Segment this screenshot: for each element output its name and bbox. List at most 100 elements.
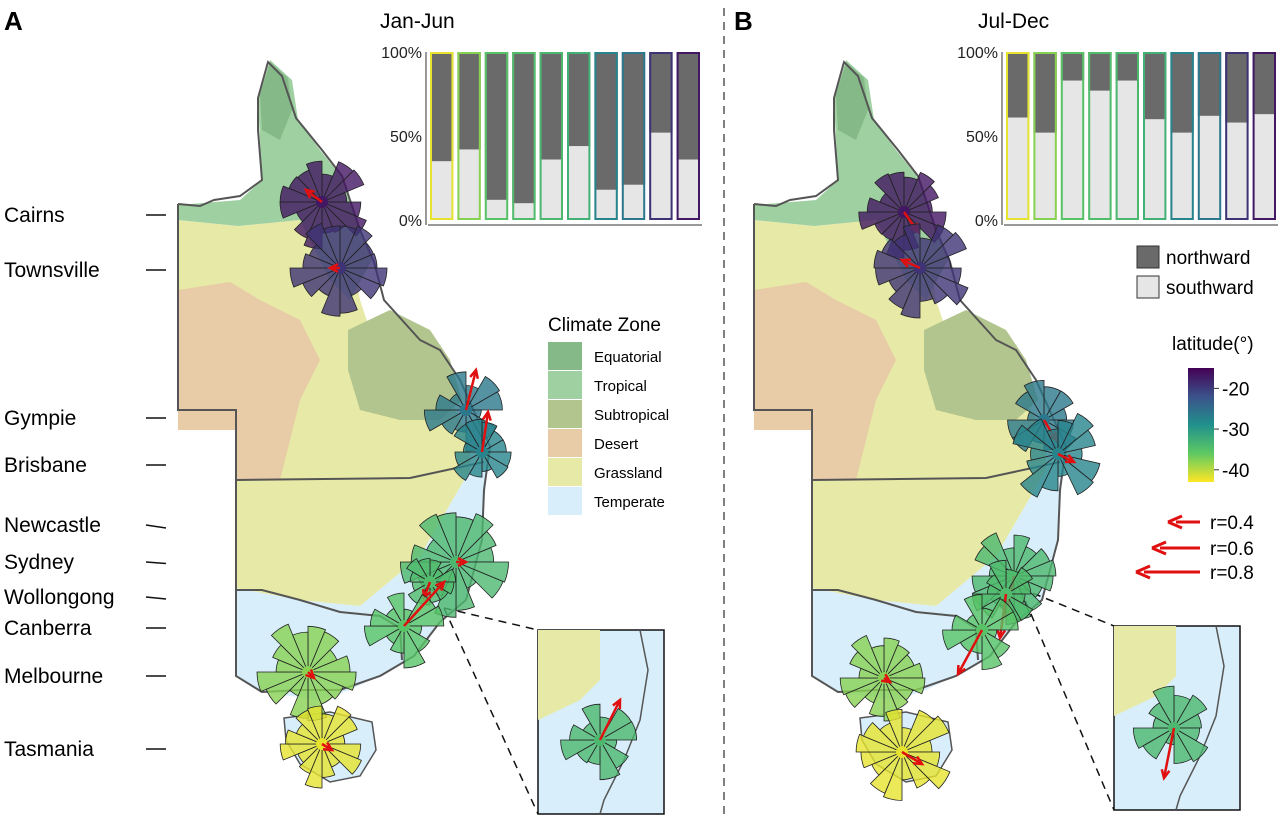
city-leader-line <box>145 596 167 600</box>
rose-arrow-head <box>469 367 480 380</box>
rose-petal <box>464 375 501 412</box>
bar-y-tick-label: 50% <box>390 129 422 146</box>
rose-arrow-head <box>996 629 1007 641</box>
rose-petal <box>888 171 905 213</box>
bar-southward <box>1252 114 1276 220</box>
city-label: Townsville <box>4 259 100 282</box>
panel-a-title: Jan-Jun <box>380 10 455 33</box>
climate-swatch <box>548 487 582 515</box>
rose-petal <box>902 223 921 269</box>
arrow-legend-head <box>1151 540 1167 556</box>
arrow-legend-label: r=0.8 <box>1210 563 1254 584</box>
rose-petal <box>560 739 602 761</box>
map-a-subtropical <box>348 310 462 420</box>
map-b-subtropical <box>924 310 1038 420</box>
bar-outline <box>1170 52 1194 220</box>
latitude-ticks: -20 -30 -40 <box>1214 379 1249 482</box>
rose-petal <box>1042 390 1074 422</box>
rose-petal <box>423 409 468 432</box>
rose-arrow-head <box>457 556 469 568</box>
latitude-legend: latitude(°) -20 -30 -40 <box>1172 334 1254 482</box>
rose-petal <box>436 512 457 563</box>
rose-arrow <box>464 369 478 411</box>
bar-outline <box>649 52 673 220</box>
rose-arrow-head <box>956 664 967 677</box>
bar-northward <box>621 52 646 185</box>
latitude-legend-title: latitude(°) <box>1172 334 1254 355</box>
panel-b-title: Jul-Dec <box>978 10 1049 33</box>
bar-outline <box>1006 52 1030 220</box>
latitude-tick-label: -20 <box>1222 379 1249 400</box>
bar-northward <box>1006 52 1030 118</box>
bar-chart-b: 0% 50% 100% <box>957 45 1278 230</box>
city-label: Newcastle <box>4 514 101 537</box>
rose-arrow-head <box>327 262 339 274</box>
bar-northward <box>594 52 618 190</box>
direction-legend: northward southward <box>1136 245 1254 299</box>
rose-petal <box>1057 429 1096 455</box>
rose-petal <box>270 623 309 673</box>
panel-b-letter: B <box>734 6 753 36</box>
bar-northward <box>1197 52 1222 116</box>
rose-petal <box>402 605 445 627</box>
bar-outline <box>484 52 509 220</box>
city-leader-line <box>145 561 167 565</box>
bar-outline <box>676 52 700 220</box>
rose-petal <box>1172 726 1209 763</box>
rose-arrow-head <box>322 741 335 752</box>
rose-petal <box>871 645 885 679</box>
rose-petal <box>321 705 352 745</box>
rose-arrow-head <box>899 258 912 268</box>
bar-southward <box>1060 80 1085 220</box>
rose-petal <box>599 738 621 781</box>
climate-swatch <box>548 429 582 457</box>
bar-y-tick-label: 0% <box>399 213 422 230</box>
city-label: Gympie <box>4 407 76 430</box>
city-label: Melbourne <box>4 665 103 688</box>
rose-petal <box>581 703 601 742</box>
rose-petal <box>850 634 885 679</box>
city-label: Brisbane <box>4 454 87 477</box>
arrow-legend-label: r=0.4 <box>1210 513 1254 534</box>
climate-swatch <box>548 342 582 370</box>
bar-northward <box>1143 52 1167 120</box>
bar-southward <box>621 184 646 220</box>
arrow-legend-label: r=0.6 <box>1210 539 1254 560</box>
bar-northward <box>484 52 509 200</box>
bar-outline <box>1033 52 1057 220</box>
city-label: Cairns <box>4 204 65 227</box>
inset-a-connector-1 <box>443 607 539 631</box>
rose-petal <box>386 592 405 628</box>
climate-label: Subtropical <box>594 407 669 424</box>
climate-legend: Climate Zone Equatorial Tropical Subtropic… <box>548 315 669 515</box>
bar-outline <box>430 52 454 220</box>
bar-y-tick-label: 100% <box>957 45 998 62</box>
bar-northward <box>457 52 481 150</box>
rose-petal <box>1057 412 1094 455</box>
map-b-desert <box>754 282 896 480</box>
bar-southward <box>457 149 481 220</box>
climate-swatch <box>548 400 582 428</box>
latitude-tick-label: -40 <box>1222 461 1249 482</box>
city-label: Canberra <box>4 617 92 640</box>
climate-label: Desert <box>594 436 639 453</box>
panel-a: A Jan-Jun <box>4 6 702 815</box>
bar-outline <box>1197 52 1222 220</box>
rose-petal <box>435 394 468 411</box>
rose-petal <box>1012 424 1059 455</box>
bar-y-tick-label: 100% <box>381 45 422 62</box>
arrow-legend-head <box>1167 514 1183 530</box>
legend-northward-swatch <box>1136 245 1160 269</box>
rose-petal <box>465 418 483 454</box>
inset-a-land <box>538 630 600 720</box>
rose-petal <box>1026 418 1059 455</box>
bar-outline <box>539 52 563 220</box>
rose-petal <box>858 211 905 230</box>
rose-petal <box>289 267 341 288</box>
rose-petal <box>428 568 457 583</box>
legend-southward-label: southward <box>1166 278 1254 299</box>
climate-label: Tropical <box>594 378 647 395</box>
rose-petal <box>323 225 341 269</box>
rose-petal <box>903 171 935 213</box>
panel-b: B Jul-Dec 0% 50% 100% northward <box>734 6 1278 811</box>
